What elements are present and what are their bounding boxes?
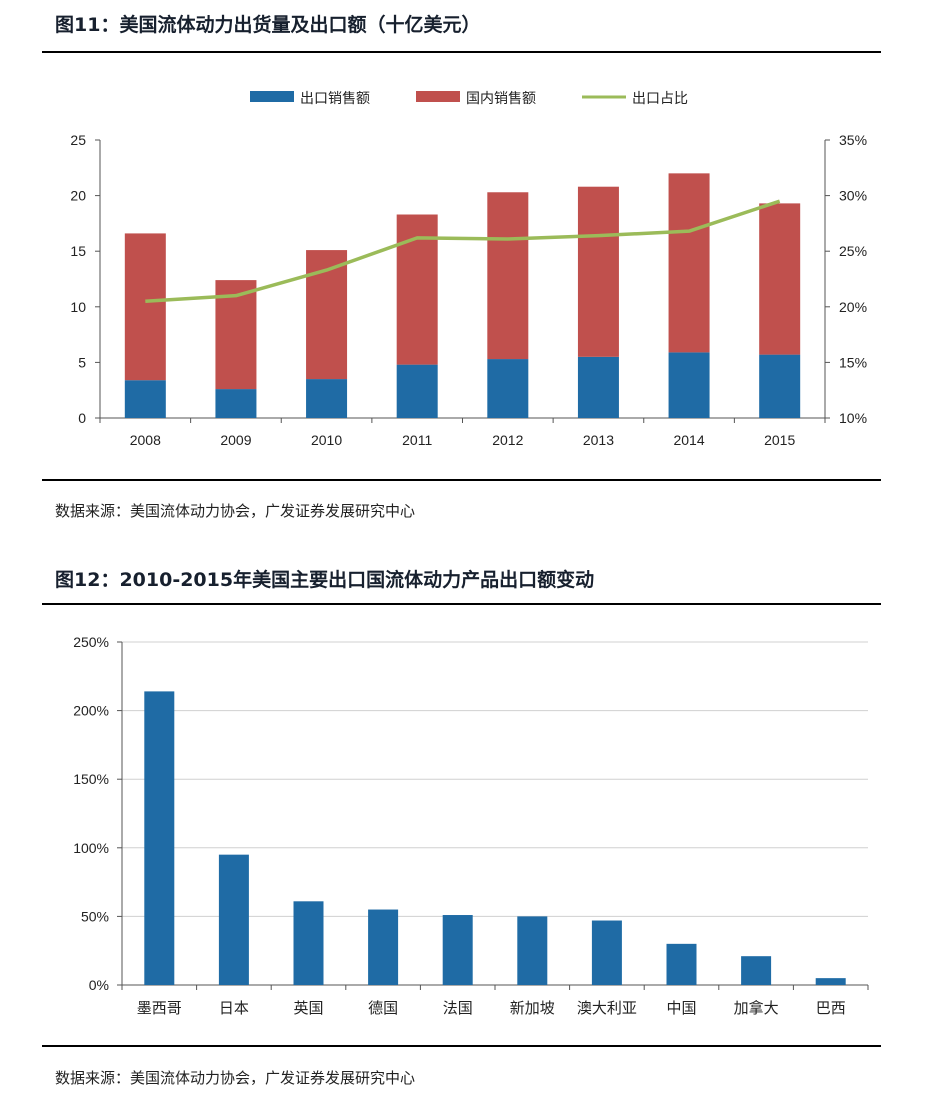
bar-domestic-2015 [759,203,801,355]
legend-label-3: 出口占比 [632,91,688,107]
x-tick-label: 2015 [764,432,795,448]
figure-12-bottom-rule [42,1045,881,1047]
x-tick-label: 德国 [368,999,398,1017]
y-tick-label: 100% [73,840,109,856]
x-tick-label: 英国 [293,999,323,1017]
bar-export-2009 [215,389,257,418]
y2-tick-label: 30% [839,188,867,204]
y-tick-label: 150% [73,771,109,787]
legend-label-2: 国内销售额 [466,91,536,107]
x-tick-label: 新加坡 [510,999,555,1017]
legend-swatch-2 [416,91,460,102]
figure-11-chart: 出口销售额 国内销售额 出口占比 0 5 10 15 20 25 10% 15% 20% 25% 30% 3… [70,91,867,448]
bar-domestic-2012 [487,192,529,360]
legend-label-1: 出口销售额 [300,91,370,107]
bar-法国 [442,915,473,985]
figure-11-bottom-rule [42,479,881,481]
bar-export-2008 [124,380,166,418]
x-tick-label: 2013 [583,432,614,448]
legend-swatch-1 [250,91,294,102]
bar-export-2012 [487,359,529,418]
x-tick-label: 2008 [130,432,161,448]
y-tick-label: 25 [70,132,86,148]
x-tick-label: 日本 [219,999,249,1017]
line-export-ratio [145,199,781,303]
y-tick-label: 0% [89,977,109,993]
bar-中国 [666,943,697,985]
y-tick-label: 10 [70,299,86,315]
bar-domestic-2009 [215,280,257,390]
bar-加拿大 [741,956,772,985]
x-tick-label: 巴西 [816,999,846,1017]
x-tick-label: 2011 [402,432,432,448]
x-tick-label: 澳大利亚 [577,999,637,1017]
y-tick-label: 15 [70,243,86,259]
x-tick-label: 2012 [492,432,523,448]
bar-新加坡 [517,916,548,985]
bar-domestic-2008 [124,233,166,381]
bar-德国 [368,909,399,985]
x-tick-label: 中国 [666,999,696,1017]
bar-export-2015 [759,354,801,418]
y2-tick-label: 35% [839,132,867,148]
x-tick-label: 2009 [220,432,251,448]
y-tick-label: 250% [73,634,109,650]
bar-墨西哥 [144,691,175,985]
y2-tick-label: 25% [839,243,867,259]
bar-export-2014 [668,352,710,418]
x-tick-label: 2014 [673,432,704,448]
x-tick-label: 2010 [311,432,342,448]
x-tick-label: 墨西哥 [137,999,182,1017]
x-tick-label: 加拿大 [734,999,779,1017]
bar-export-2010 [306,379,348,418]
bar-巴西 [815,978,846,985]
y-tick-label: 200% [73,703,109,719]
bar-日本 [218,854,249,985]
bar-英国 [293,901,324,985]
figure-12-chart: 0% 50% 100% 150% 200% 250% 墨西哥 日本 英国 德国 法国 新加坡 澳大利亚 中… [73,634,869,1017]
y-tick-label: 20 [70,188,86,204]
y-tick-label: 5 [78,354,86,370]
x-tick-label: 法国 [443,999,473,1017]
bar-export-2011 [396,364,438,418]
figure-11-source: 数据来源：美国流体动力协会，广发证券发展研究中心 [55,502,416,520]
figure-11-top-rule [42,51,881,53]
figure-12-title: 图12：2010-2015年美国主要出口国流体动力产品出口额变动 [55,569,595,591]
y-tick-label: 50% [81,908,109,924]
y2-tick-label: 15% [839,354,867,370]
figure-11-title: 图11：美国流体动力出货量及出口额（十亿美元） [55,14,481,36]
bar-澳大利亚 [591,920,622,985]
figure-12-top-rule [42,603,881,605]
y2-tick-label: 10% [839,410,867,426]
y-tick-label: 0 [78,410,86,426]
figure-12-source: 数据来源：美国流体动力协会，广发证券发展研究中心 [55,1069,416,1087]
y2-tick-label: 20% [839,299,867,315]
bar-domestic-2013 [577,186,619,357]
bar-domestic-2014 [668,173,710,353]
bar-export-2013 [577,356,619,418]
